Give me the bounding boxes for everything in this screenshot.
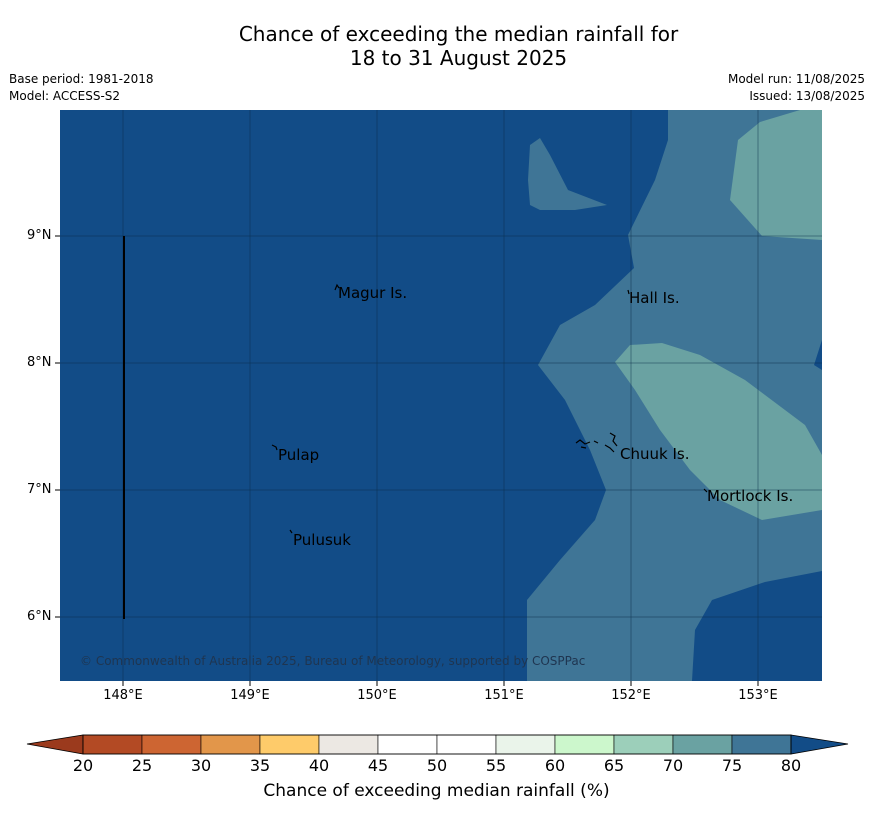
place-mortlock: Mortlock Is. (707, 487, 794, 505)
colorbar-segment (259, 734, 320, 755)
lat-label-6n: 6°N (27, 609, 52, 624)
colorbar-tick-label: 40 (308, 756, 330, 775)
title-line-2: 18 to 31 August 2025 (349, 46, 568, 70)
island-markers (271, 283, 708, 534)
island-magur (334, 283, 340, 291)
lat-label-7n: 7°N (27, 482, 52, 497)
colorbar-segment (200, 734, 261, 755)
meta-left: Base period: 1981-2018 Model: ACCESS-S2 (9, 71, 154, 105)
colorbar-tick-label: 35 (249, 756, 271, 775)
colorbar-label: Chance of exceeding median rainfall (%) (263, 781, 610, 801)
issued-date: Issued: 13/08/2025 (749, 89, 865, 103)
island-hall (627, 289, 630, 295)
lat-label-8n: 8°N (27, 355, 52, 370)
teal-region-central (615, 343, 822, 520)
colorbar-extend-high (790, 734, 849, 755)
place-pulap: Pulap (278, 446, 320, 464)
colorbar-tick-label: 20 (72, 756, 94, 775)
colorbar-tick-label: 50 (426, 756, 448, 775)
place-pulusuk: Pulusuk (293, 531, 351, 549)
colorbar-tick-label: 70 (662, 756, 684, 775)
lat-label-9n: 9°N (27, 228, 52, 243)
lon-label-150e: 150°E (357, 688, 397, 703)
colorbar-tick-label: 25 (131, 756, 153, 775)
colorbar-segment (141, 734, 202, 755)
place-magur: Magur Is. (338, 284, 408, 302)
lon-label-149e: 149°E (230, 688, 270, 703)
colorbar-tick-label: 80 (780, 756, 802, 775)
copyright-notice: © Commonwealth of Australia 2025, Bureau… (80, 654, 586, 668)
colorbar-segment (436, 734, 497, 755)
lon-label-153e: 153°E (738, 688, 778, 703)
colorbar (26, 734, 849, 755)
colorbar-segment (613, 734, 674, 755)
place-chuuk: Chuuk Is. (620, 445, 690, 463)
place-hall: Hall Is. (629, 289, 680, 307)
chart-title: Chance of exceeding the median rainfall … (0, 22, 873, 70)
lon-label-151e: 151°E (484, 688, 524, 703)
teal-region-north (730, 110, 822, 240)
model-name: Model: ACCESS-S2 (9, 89, 121, 103)
island-pulusuk (289, 529, 293, 534)
colorbar-segment (672, 734, 733, 755)
island-mortlock (703, 488, 708, 493)
colorbar-segments (82, 734, 792, 755)
colorbar-segment (554, 734, 615, 755)
graticule (60, 110, 822, 681)
mid-blue-tongue (528, 138, 607, 210)
colorbar-segment (495, 734, 556, 755)
colorbar-tick-label: 75 (721, 756, 743, 775)
model-run: Model run: 11/08/2025 (727, 72, 865, 86)
colorbar-tick-label: 65 (603, 756, 625, 775)
lon-label-148e: 148°E (103, 688, 143, 703)
colorbar-segment (731, 734, 792, 755)
colorbar-extend-low (26, 734, 84, 755)
colorbar-tick-label: 30 (190, 756, 212, 775)
base-period: Base period: 1981-2018 (9, 72, 154, 86)
colorbar-segment (318, 734, 379, 755)
colorbar-tick-label: 55 (485, 756, 507, 775)
colorbar-tick-label: 45 (367, 756, 389, 775)
island-chuuk (575, 432, 618, 453)
colorbar-segment (82, 734, 143, 755)
axis-ticks (55, 235, 759, 686)
colorbar-segment (377, 734, 438, 755)
meta-right: Model run: 11/08/2025 Issued: 13/08/2025 (728, 71, 865, 105)
lon-label-152e: 152°E (611, 688, 651, 703)
colorbar-frame (82, 734, 792, 755)
title-line-1: Chance of exceeding the median rainfall … (238, 22, 679, 46)
island-pulap (271, 444, 278, 451)
colorbar-tick-label: 60 (544, 756, 566, 775)
